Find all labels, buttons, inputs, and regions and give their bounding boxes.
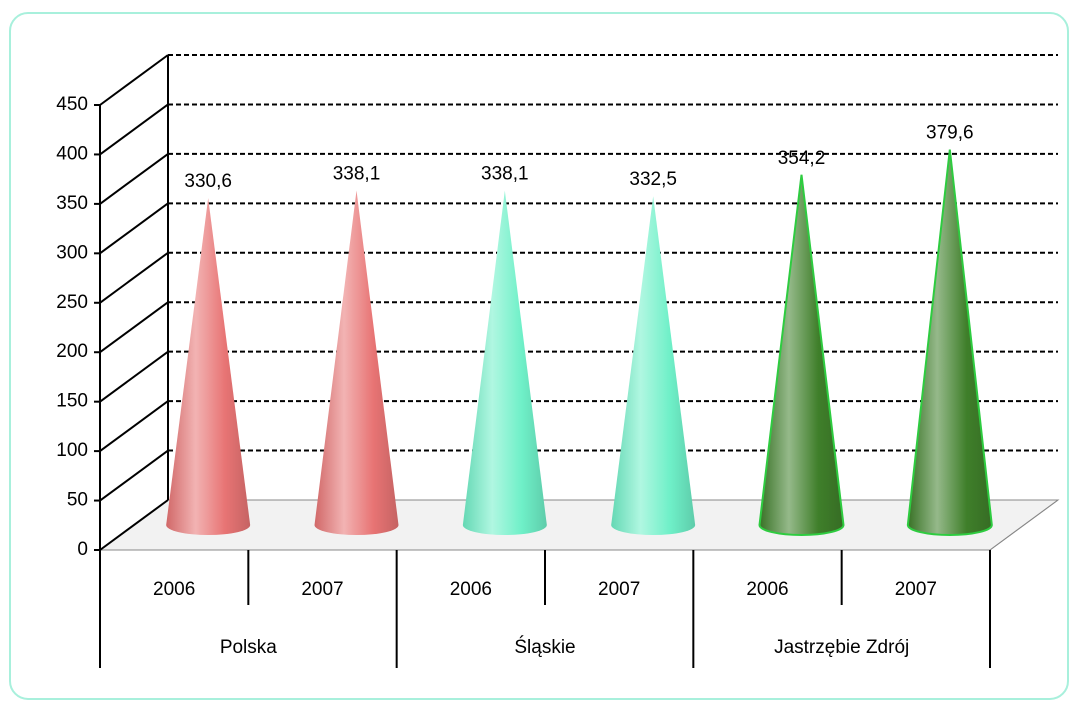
- value-label: 354,2: [778, 148, 826, 169]
- y-tick-label: 50: [67, 490, 88, 511]
- x-tick-label: 2006: [746, 579, 788, 600]
- value-label: 338,1: [481, 164, 529, 185]
- value-label: 332,5: [629, 169, 677, 190]
- group-label: Polska: [220, 637, 277, 658]
- group-label: Jastrzębie Zdrój: [774, 637, 909, 658]
- y-tick-label: 100: [56, 440, 88, 461]
- y-tick-label: 400: [56, 143, 88, 164]
- y-tick-label: 350: [56, 193, 88, 214]
- x-tick-label: 2006: [450, 579, 492, 600]
- y-tick-label: 200: [56, 341, 88, 362]
- value-label: 330,6: [184, 171, 232, 192]
- x-tick-label: 2007: [598, 579, 640, 600]
- x-tick-label: 2007: [895, 579, 937, 600]
- x-tick-label: 2007: [301, 579, 343, 600]
- y-tick-label: 450: [56, 94, 88, 115]
- value-label: 338,1: [333, 164, 381, 185]
- value-label: 379,6: [926, 123, 974, 144]
- y-tick-label: 300: [56, 242, 88, 263]
- x-tick-label: 2006: [153, 579, 195, 600]
- y-tick-label: 250: [56, 292, 88, 313]
- y-tick-label: 0: [77, 539, 88, 560]
- group-label: Śląskie: [514, 636, 575, 658]
- chart: 0 50 100 150 200 250 300 350 400 450 2006 330,6 2007…: [0, 0, 1078, 705]
- y-tick-label: 150: [56, 391, 88, 412]
